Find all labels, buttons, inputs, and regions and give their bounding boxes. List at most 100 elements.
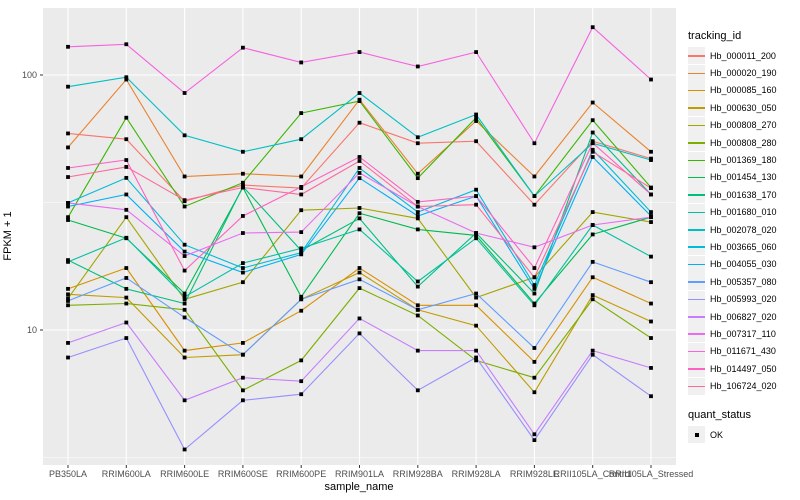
data-point: [357, 155, 362, 159]
data-point: [357, 331, 362, 336]
x-tick-label: RRIM600LE: [160, 469, 210, 479]
legend-label: Hb_007317_110: [710, 328, 776, 339]
legend-line-icon: [688, 211, 705, 214]
data-point: [182, 291, 187, 296]
data-point: [66, 215, 70, 220]
data-point: [357, 227, 362, 232]
data-point: [590, 275, 595, 280]
data-point: [532, 141, 537, 146]
data-point: [474, 233, 478, 238]
data-point: [241, 398, 245, 403]
data-point: [474, 139, 478, 144]
data-point: [649, 158, 653, 162]
data-point: [357, 206, 362, 210]
legend-key-swatch: [688, 99, 705, 117]
data-point: [474, 231, 478, 235]
legend-item: Hb_002078_020: [688, 221, 800, 239]
data-point: [649, 149, 653, 154]
y-tick-label: 10: [26, 325, 37, 335]
data-point: [66, 44, 70, 49]
data-point: [66, 218, 70, 222]
data-point: [357, 159, 362, 163]
data-point: [66, 84, 70, 89]
data-point: [649, 186, 653, 191]
data-point: [532, 346, 537, 350]
legend-key-swatch: [688, 81, 705, 99]
legend-item: Hb_000085_160: [688, 81, 800, 99]
data-point: [357, 270, 362, 275]
data-point: [182, 348, 187, 353]
x-tick-label: RRII105LA_Stressed: [608, 469, 694, 479]
data-point: [66, 355, 70, 360]
data-point: [415, 313, 420, 318]
data-point: [299, 137, 304, 142]
data-point: [182, 355, 187, 360]
data-point: [590, 223, 595, 227]
legend-item: Hb_007317_110: [688, 325, 800, 343]
legend-label: Hb_000808_270: [710, 120, 777, 131]
data-point: [66, 166, 70, 170]
legend-line-icon: [688, 72, 705, 75]
data-point: [415, 204, 420, 209]
y-tick-label: 100: [21, 70, 37, 80]
data-point: [182, 204, 187, 209]
data-point: [532, 438, 537, 443]
data-point: [415, 199, 420, 204]
data-point: [649, 319, 653, 324]
data-point: [532, 275, 537, 280]
data-point: [415, 227, 420, 232]
legend-label: Hb_002078_020: [710, 224, 777, 235]
y-axis-title: FPKM + 1: [2, 211, 14, 261]
legend-line-icon: [688, 298, 705, 301]
legend-line-icon: [688, 281, 705, 283]
data-point: [532, 303, 537, 308]
data-point: [182, 315, 187, 320]
data-point: [66, 175, 70, 179]
data-point: [590, 232, 595, 237]
data-point: [299, 379, 304, 384]
data-point: [66, 145, 70, 150]
data-point: [474, 236, 478, 241]
data-point: [299, 174, 304, 179]
data-point: [124, 115, 129, 120]
data-point: [590, 118, 595, 123]
data-point: [241, 341, 245, 345]
data-point: [182, 301, 187, 306]
legend-key-swatch: [688, 116, 705, 134]
data-point: [241, 214, 245, 218]
data-point: [474, 291, 478, 296]
data-point: [66, 341, 70, 345]
data-point: [474, 202, 478, 207]
legend-label: Hb_000808_280: [710, 137, 777, 148]
data-point: [66, 204, 70, 209]
data-point: [124, 276, 129, 280]
data-point: [590, 155, 595, 159]
data-point: [241, 149, 245, 154]
legend-square-point-icon: [694, 432, 699, 437]
data-point: [590, 130, 595, 135]
data-point: [241, 231, 245, 235]
legend: tracking_id Hb_000011_200 Hb_000020_190 Hb…: [688, 30, 800, 443]
data-point: [357, 286, 362, 290]
legend-label: Hb_003665_060: [710, 241, 777, 252]
data-point: [415, 176, 420, 181]
data-point: [415, 303, 420, 308]
legend-key-swatch: [688, 290, 705, 308]
data-point: [474, 187, 478, 192]
data-point: [415, 210, 420, 214]
data-point: [415, 216, 420, 221]
data-point: [474, 119, 478, 123]
x-tick-label: RRIM901LA: [334, 469, 385, 479]
legend-label: Hb_001638_170: [710, 189, 777, 200]
data-point: [357, 216, 362, 221]
data-point: [241, 180, 245, 185]
data-point: [532, 202, 537, 207]
data-point: [182, 268, 187, 273]
x-tick-label: RRIM600LA: [101, 469, 151, 479]
legend-key-swatch: [688, 426, 705, 443]
legend-items-quant-status: OK: [688, 426, 800, 443]
data-point: [124, 137, 129, 142]
data-point: [124, 192, 129, 197]
data-point: [649, 280, 653, 285]
data-point: [66, 292, 70, 297]
